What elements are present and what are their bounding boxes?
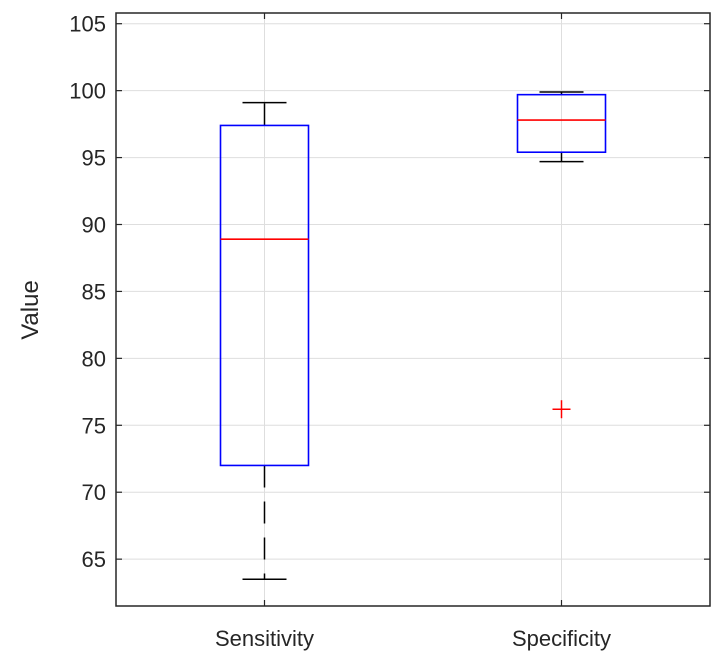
plot-area bbox=[116, 13, 710, 606]
y-tick-label: 100 bbox=[69, 79, 106, 104]
box-sensitivity bbox=[219, 101, 310, 580]
x-axis-ticks: Sensitivity Specificity bbox=[215, 13, 611, 651]
x-tick-label: Sensitivity bbox=[215, 626, 314, 651]
y-tick-label: 75 bbox=[82, 413, 106, 438]
y-tick-label: 90 bbox=[82, 212, 106, 237]
y-axis-ticks: 65 70 75 80 85 90 95 100 105 bbox=[69, 12, 710, 572]
x-tick-label: Specificity bbox=[512, 626, 611, 651]
box-series bbox=[219, 91, 607, 580]
y-tick-label: 70 bbox=[82, 480, 106, 505]
outlier-marker bbox=[552, 400, 571, 419]
interquartile-box bbox=[219, 124, 310, 467]
interquartile-box bbox=[516, 93, 607, 154]
y-tick-label: 85 bbox=[82, 279, 106, 304]
y-tick-label: 95 bbox=[82, 146, 106, 171]
y-tick-label: 80 bbox=[82, 346, 106, 371]
y-axis-label: Value bbox=[17, 280, 44, 340]
y-tick-label: 105 bbox=[69, 12, 106, 37]
box-specificity bbox=[516, 91, 607, 419]
plot-frame bbox=[115, 12, 711, 607]
y-tick-label: 65 bbox=[82, 547, 106, 572]
